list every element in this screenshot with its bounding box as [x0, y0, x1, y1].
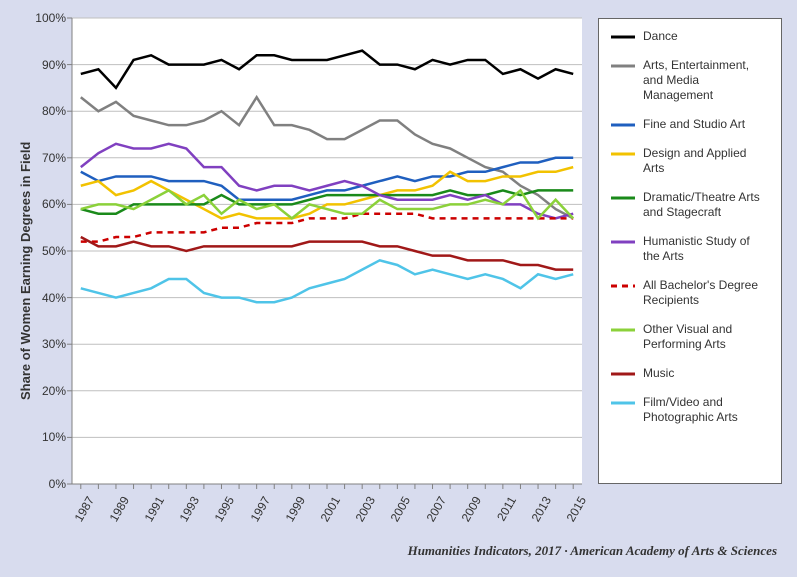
x-tick-label: 1993 [174, 494, 202, 529]
x-tick-label: 2007 [421, 494, 449, 529]
x-tick-label: 2011 [491, 494, 519, 529]
chart-plot-area [72, 18, 582, 484]
legend-label: Other Visual and Performing Arts [643, 322, 769, 352]
legend-swatch [611, 119, 635, 131]
x-tick-label: 2001 [315, 494, 343, 529]
legend-item-all_bach: All Bachelor's Degree Recipients [611, 278, 769, 308]
x-tick-label: 2009 [456, 494, 484, 529]
x-tick-label: 1989 [104, 494, 132, 529]
series-fine_art [81, 158, 573, 200]
legend-item-fine_art: Fine and Studio Art [611, 117, 769, 132]
x-tick-label: 2015 [561, 494, 589, 529]
legend-item-film: Film/Video and Photographic Arts [611, 395, 769, 425]
legend-swatch [611, 148, 635, 160]
footer-attribution: Humanities Indicators, 2017 · American A… [408, 543, 777, 559]
legend-label: Humanistic Study of the Arts [643, 234, 769, 264]
legend-label: Design and Applied Arts [643, 146, 769, 176]
x-tick-label: 1997 [245, 494, 273, 529]
chart-svg [72, 18, 582, 484]
x-tick-label: 1987 [69, 494, 97, 529]
y-tick-label: 0% [26, 477, 66, 491]
legend-swatch [611, 368, 635, 380]
legend-item-music: Music [611, 366, 769, 381]
series-film [81, 260, 573, 302]
legend-label: Fine and Studio Art [643, 117, 769, 132]
series-all_bach [81, 214, 573, 242]
y-tick-label: 90% [26, 58, 66, 72]
legend: Dance Arts, Entertainment, and Media Mana… [598, 18, 782, 484]
x-tick-label: 1999 [280, 494, 308, 529]
legend-item-design: Design and Applied Arts [611, 146, 769, 176]
x-tick-label: 2013 [526, 494, 554, 529]
series-dance [81, 51, 573, 88]
series-design [81, 167, 573, 218]
legend-swatch [611, 60, 635, 72]
legend-swatch [611, 192, 635, 204]
x-tick-label: 1995 [209, 494, 237, 529]
legend-item-other_vpa: Other Visual and Performing Arts [611, 322, 769, 352]
legend-label: Music [643, 366, 769, 381]
y-tick-label: 10% [26, 430, 66, 444]
legend-label: Arts, Entertainment, and Media Managemen… [643, 58, 769, 103]
series-music [81, 237, 573, 270]
legend-item-arts_mgmt: Arts, Entertainment, and Media Managemen… [611, 58, 769, 103]
legend-item-dance: Dance [611, 29, 769, 44]
x-tick-label: 1991 [139, 494, 167, 529]
legend-swatch [611, 324, 635, 336]
y-tick-label: 100% [26, 11, 66, 25]
legend-swatch [611, 31, 635, 43]
legend-label: All Bachelor's Degree Recipients [643, 278, 769, 308]
x-tick-label: 2005 [385, 494, 413, 529]
legend-swatch [611, 280, 635, 292]
legend-label: Film/Video and Photographic Arts [643, 395, 769, 425]
series-humanistic [81, 144, 573, 219]
legend-item-theatre: Dramatic/Theatre Arts and Stagecraft [611, 190, 769, 220]
legend-swatch [611, 397, 635, 409]
legend-item-humanistic: Humanistic Study of the Arts [611, 234, 769, 264]
legend-label: Dance [643, 29, 769, 44]
y-axis-title: Share of Women Earning Degrees in Field [18, 142, 33, 400]
legend-label: Dramatic/Theatre Arts and Stagecraft [643, 190, 769, 220]
legend-swatch [611, 236, 635, 248]
y-tick-label: 80% [26, 104, 66, 118]
x-tick-label: 2003 [350, 494, 378, 529]
